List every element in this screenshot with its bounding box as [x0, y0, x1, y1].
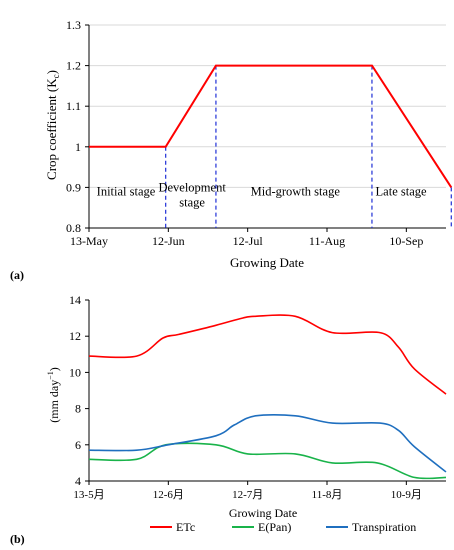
stage-label: Late stage	[376, 185, 427, 199]
panel-label-a: (a)	[10, 268, 24, 282]
legend-label: ETc	[176, 520, 195, 534]
stage-label: Development	[158, 180, 226, 194]
y-gridlines	[89, 24, 446, 188]
y-tick-labels: 0.8 0.9 1 1.1 1.2 1.3	[66, 18, 89, 235]
y-tick-labels: 4 6 8 10 12 14	[69, 293, 89, 488]
y-tick-label: 4	[75, 474, 81, 488]
x-tick-label: 11-8月	[312, 489, 343, 501]
x-tick-label: 11-Aug	[309, 234, 345, 248]
series-lines	[88, 314, 447, 480]
series-line-transpiration	[88, 413, 447, 473]
y-tick-label: 0.9	[66, 180, 81, 194]
x-axis-label: Growing Date	[229, 506, 297, 520]
x-tick-label: 12-Jul	[233, 234, 264, 248]
series-line-etc	[88, 314, 447, 395]
x-tick-label: 12-Jun	[152, 234, 185, 248]
y-axis-label: Crop coefficient (Kc)	[44, 70, 61, 180]
x-tick-labels: 13-5月 12-6月 12-7月 11-8月 10-9月	[73, 481, 422, 501]
y-tick-label: 14	[69, 293, 81, 307]
x-tick-label: 13-May	[70, 234, 108, 248]
y-tick-label: 8	[75, 402, 81, 416]
kc-series-line	[89, 64, 453, 188]
y-tick-label: 12	[69, 329, 81, 343]
series-line-e-pan	[88, 442, 447, 480]
legend-label: Transpiration	[352, 520, 416, 534]
kc-chart: 0.8 0.9 1 1.1 1.2 1.3 13-May 12-Jun 12-Jul 11-Au…	[10, 18, 453, 282]
x-tick-label: 13-5月	[73, 489, 104, 501]
legend: ETc E(Pan) Transpiration	[150, 520, 416, 534]
axes	[88, 25, 446, 229]
stage-label: Initial stage	[97, 185, 156, 199]
y-tick-label: 10	[69, 365, 81, 379]
y-tick-label: 1.1	[66, 99, 81, 113]
water-use-chart: 4 6 8 10 12 14 13-5月 12-6月 12-7月 11-8月 10-9月 (mm …	[10, 293, 447, 546]
stage-label: stage	[179, 195, 205, 209]
y-tick-label: 1.3	[66, 18, 81, 32]
y-tick-label: 0.8	[66, 221, 81, 235]
x-tick-label: 12-6月	[153, 489, 184, 501]
stage-divider-lines	[165, 65, 452, 228]
x-tick-labels: 13-May 12-Jun 12-Jul 11-Aug 10-Sep	[70, 228, 423, 248]
y-axis-label: (mm day−1)	[46, 367, 61, 423]
x-tick-label: 10-9月	[391, 489, 422, 501]
panel-label-b: (b)	[10, 532, 25, 546]
legend-label: E(Pan)	[258, 520, 291, 534]
y-tick-label: 6	[75, 438, 81, 452]
y-tick-label: 1.2	[66, 59, 81, 73]
y-tick-label: 1	[75, 140, 81, 154]
x-tick-label: 10-Sep	[389, 234, 423, 248]
x-axis-label: Growing Date	[230, 255, 304, 270]
stage-label: Mid-growth stage	[251, 185, 341, 199]
x-tick-label: 12-7月	[232, 489, 263, 501]
